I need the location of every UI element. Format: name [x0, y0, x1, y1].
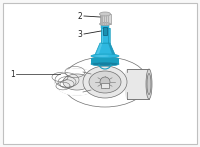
Ellipse shape: [83, 66, 127, 98]
Polygon shape: [55, 69, 97, 95]
Bar: [91, 58, 119, 64]
Ellipse shape: [60, 55, 150, 110]
Text: 3: 3: [77, 30, 82, 39]
Bar: [104, 27, 107, 35]
Text: 2: 2: [77, 11, 82, 20]
Bar: [127, 69, 149, 99]
Ellipse shape: [146, 69, 152, 99]
Polygon shape: [108, 43, 116, 57]
Bar: [101, 24, 109, 28]
Bar: [100, 14, 111, 24]
Ellipse shape: [100, 22, 111, 25]
Polygon shape: [95, 43, 103, 57]
Bar: [101, 28, 110, 43]
Polygon shape: [55, 69, 97, 95]
Ellipse shape: [89, 71, 121, 93]
Bar: [103, 27, 107, 35]
Ellipse shape: [91, 62, 119, 66]
Bar: [108, 28, 109, 43]
Ellipse shape: [100, 12, 111, 16]
Ellipse shape: [147, 74, 151, 95]
Bar: [101, 83, 109, 88]
Ellipse shape: [124, 69, 130, 99]
Bar: [101, 28, 110, 43]
Ellipse shape: [95, 55, 109, 57]
Ellipse shape: [91, 54, 119, 58]
Bar: [101, 28, 103, 43]
Circle shape: [100, 77, 110, 87]
Text: 1: 1: [11, 70, 15, 78]
Polygon shape: [94, 43, 116, 57]
